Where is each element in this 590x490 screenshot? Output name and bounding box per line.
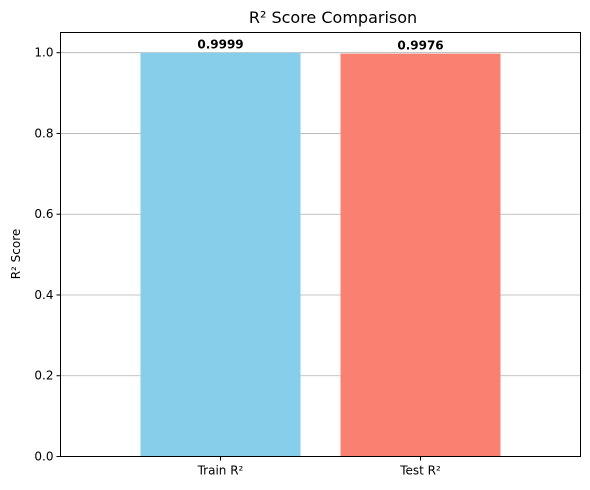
y-axis-ticks: 0.0 0.2 0.4 0.6 0.8 1.0 bbox=[34, 46, 61, 464]
chart-title: R² Score Comparison bbox=[249, 8, 417, 27]
axes-frame bbox=[60, 32, 581, 457]
y-tick-label: 0.4 bbox=[34, 288, 53, 302]
bar-value-label: 0.9999 bbox=[197, 38, 243, 52]
y-tick-label: 0.6 bbox=[34, 207, 53, 221]
bar bbox=[340, 53, 501, 457]
data-labels: 0.9999 0.9976 bbox=[197, 38, 443, 53]
bar-value-label: 0.9976 bbox=[397, 39, 443, 53]
grid-lines bbox=[60, 52, 581, 457]
x-tick-label: Train R² bbox=[197, 464, 244, 478]
x-tick-label: Test R² bbox=[399, 464, 441, 478]
y-axis-label: R² Score bbox=[9, 229, 23, 280]
y-tick-label: 1.0 bbox=[34, 46, 53, 60]
y-tick-label: 0.2 bbox=[34, 369, 53, 383]
y-tick-label: 0.8 bbox=[34, 126, 53, 140]
bar-series bbox=[140, 52, 501, 457]
x-axis-ticks: Train R² Test R² bbox=[197, 456, 441, 478]
y-tick-label: 0.0 bbox=[34, 450, 53, 464]
bar bbox=[140, 52, 301, 457]
